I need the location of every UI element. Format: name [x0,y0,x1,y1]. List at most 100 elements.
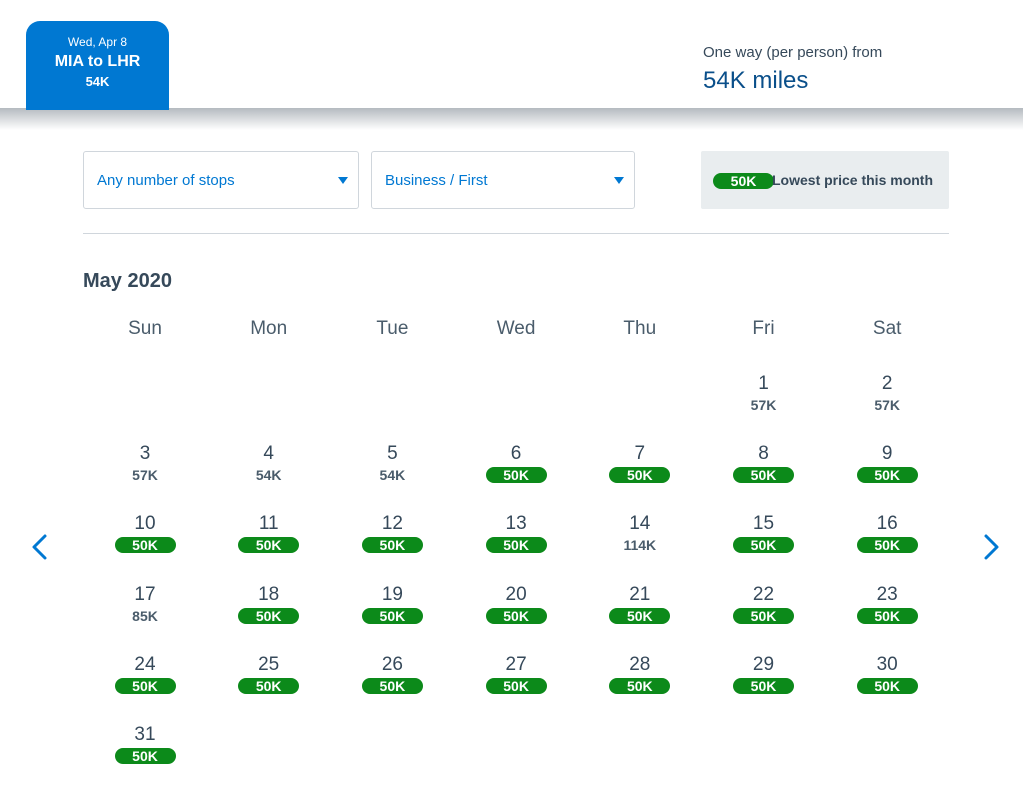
calendar-day[interactable]: 29 50K [702,653,826,711]
divider [83,233,949,234]
day-number: 22 [752,583,775,605]
lowest-price-badge: 50K [609,467,671,484]
calendar-day[interactable]: 27 50K [454,653,578,711]
lowest-price-badge: 50K [238,677,300,694]
calendar-day[interactable]: 7 50K [578,444,702,500]
day-number: 2 [881,373,893,394]
weekday-mon: Mon [250,318,288,339]
calendar-day[interactable]: 24 50K [83,654,207,711]
chevron-left-icon [32,534,47,560]
calendar-day[interactable]: 28 50K [578,653,702,711]
day-number: 26 [381,653,403,675]
lowest-price-badge: 50K [361,607,423,624]
lowest-price-badge: 50K [733,467,794,484]
weekday-sun: Sun [128,318,162,339]
day-price: 85K [132,607,158,624]
weekday-wed: Wed [496,318,536,339]
lowest-price-badge: 50K [485,677,547,694]
calendar-day[interactable]: 15 50K [702,514,826,570]
cabin-select[interactable]: Business / First [371,151,635,209]
calendar-day[interactable]: 12 50K [330,514,454,570]
calendar-day[interactable]: 22 50K [702,583,826,641]
day-number: 9 [881,443,893,465]
weekday-tue: Tue [376,318,409,339]
prev-month-button[interactable] [26,532,56,562]
weekday-sat: Sat [872,318,902,339]
day-number: 12 [381,513,403,535]
lowest-price-badge: 50K [609,677,671,694]
chevron-right-icon [984,534,999,560]
lowest-price-badge: 50K [733,677,794,694]
day-price: 54K [379,467,406,484]
lowest-price-badge: 50K [856,537,918,554]
calendar-day[interactable]: 13 50K [454,514,578,570]
day-number: 10 [134,513,156,535]
lowest-price-badge: 50K [733,607,794,624]
lowest-price-badge: 50K [856,607,918,624]
lowest-price-badge: 50K [114,537,176,554]
day-number: 27 [505,653,527,675]
day-number: 13 [505,513,527,535]
calendar-day[interactable]: 6 50K [454,444,578,500]
day-number: 3 [139,443,151,465]
header-shadow [0,108,1023,130]
calendar-day[interactable]: 16 50K [825,514,949,570]
day-number: 28 [629,653,651,675]
legend-text: Lowest price this month [772,172,934,188]
day-number: 23 [876,583,898,605]
header [0,0,1023,110]
day-price: 57K [750,397,777,413]
lowest-price-badge: 50K [361,677,423,694]
cabin-select-value: Business / First [385,172,488,189]
trip-tab[interactable]: Wed, Apr 8 MIA to LHR 54K [26,21,169,110]
stops-select[interactable]: Any number of stops [83,151,359,209]
calendar-day[interactable]: 3 57K [83,444,207,500]
caret-down-icon [614,177,624,184]
day-number: 25 [258,653,280,675]
stops-select-value: Any number of stops [97,172,235,189]
calendar-day[interactable]: 17 85K [83,584,207,641]
lowest-price-badge: 50K [238,607,300,624]
calendar-day[interactable]: 25 50K [207,653,331,711]
calendar-day[interactable]: 11 50K [207,514,331,570]
fare-value: 54K miles [703,67,809,94]
calendar-day[interactable]: 19 50K [330,584,454,641]
day-price: 114K [623,537,657,554]
calendar-day[interactable]: 10 50K [83,514,207,570]
day-number: 1 [758,373,769,394]
day-number: 30 [876,653,898,675]
calendar-day[interactable]: 2 57K [825,374,949,430]
lowest-price-badge: 50K [609,607,671,624]
calendar-day[interactable]: 26 50K [330,653,454,711]
lowest-price-badge: 50K [114,748,176,764]
calendar-day[interactable]: 5 54K [330,444,454,500]
day-number: 5 [387,443,398,465]
day-number: 4 [263,443,274,465]
day-number: 29 [752,653,775,675]
day-number: 20 [505,583,527,605]
calendar-day[interactable]: 18 50K [207,584,331,641]
lowest-price-badge: 50K [485,537,547,554]
calendar-day[interactable]: 9 50K [825,444,949,500]
weekday-thu: Thu [623,318,657,339]
lowest-price-badge: 50K [361,537,423,554]
calendar-day[interactable]: 4 54K [207,444,331,500]
calendar-day[interactable]: 31 50K [83,725,207,781]
trip-miles: 54K [85,74,110,89]
day-price: 54K [255,467,282,484]
day-price: 57K [132,467,158,484]
next-month-button[interactable] [977,532,1007,562]
fare-summary: One way (per person) from 54K miles [703,44,882,95]
calendar-day[interactable]: 14 114K [578,514,702,570]
day-number: 31 [134,724,156,745]
calendar-day[interactable]: 23 50K [825,583,949,641]
calendar-day[interactable]: 20 50K [454,583,578,641]
calendar-day[interactable]: 30 50K [825,653,949,711]
lowest-price-badge: 50K [485,607,547,624]
calendar-day[interactable]: 21 50K [578,584,702,641]
calendar-day[interactable]: 1 57K [702,374,826,430]
caret-down-icon [338,177,348,184]
day-number: 8 [758,443,769,465]
calendar-day[interactable]: 8 50K [702,444,826,500]
day-number: 16 [876,513,898,535]
